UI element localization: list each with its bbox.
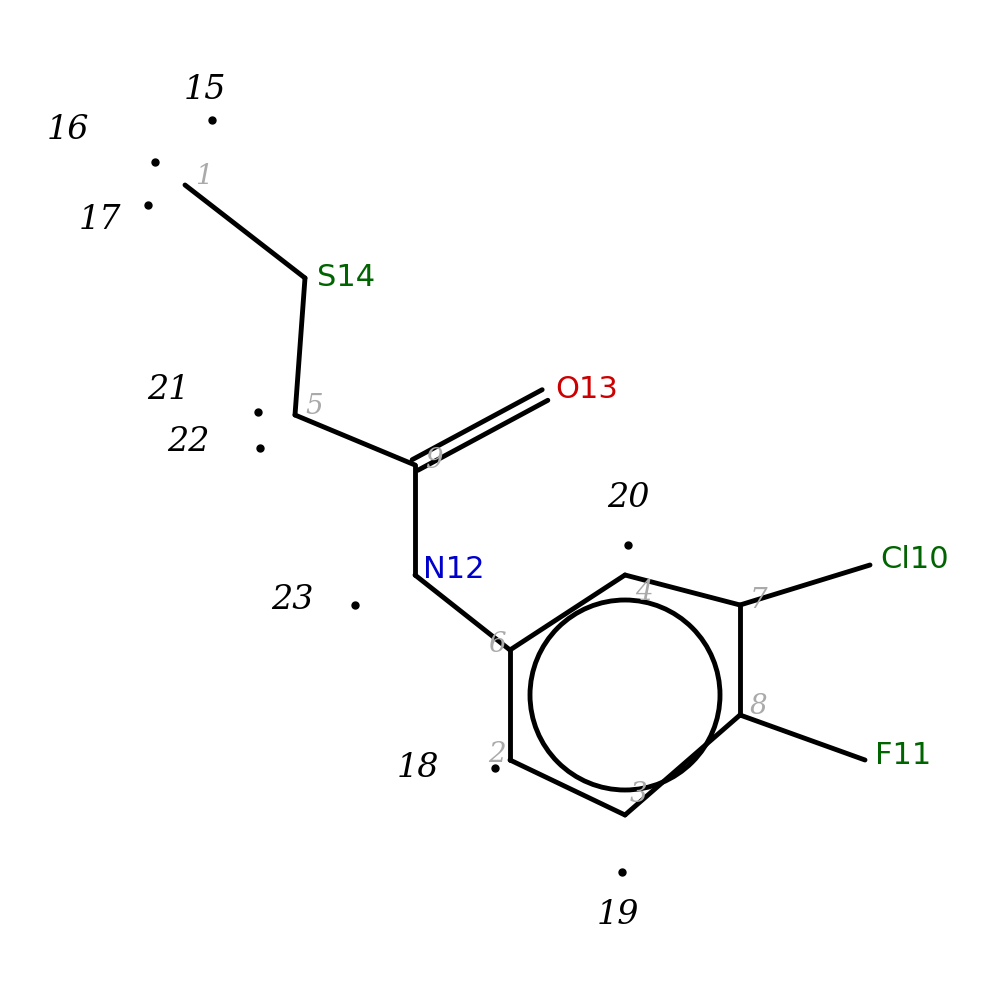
Text: 8: 8	[750, 694, 768, 720]
Text: 17: 17	[79, 204, 121, 236]
Text: 19: 19	[597, 899, 639, 931]
Text: 23: 23	[271, 584, 313, 616]
Text: 18: 18	[397, 752, 439, 784]
Text: 22: 22	[167, 426, 209, 458]
Text: O13: O13	[555, 375, 618, 404]
Text: 16: 16	[47, 114, 89, 146]
Text: 2: 2	[488, 742, 506, 768]
Text: 15: 15	[184, 74, 226, 106]
Text: 1: 1	[195, 163, 213, 190]
Text: S14: S14	[317, 263, 375, 292]
Text: 5: 5	[305, 393, 323, 420]
Text: 20: 20	[607, 482, 649, 514]
Text: 3: 3	[630, 782, 648, 808]
Text: N12: N12	[423, 556, 484, 584]
Text: 21: 21	[147, 374, 189, 406]
Text: Cl10: Cl10	[880, 546, 949, 574]
Text: 7: 7	[750, 586, 768, 613]
Text: F11: F11	[875, 740, 931, 770]
Text: 4: 4	[635, 580, 653, 606]
Text: 9: 9	[425, 446, 443, 474]
Text: 6: 6	[488, 632, 506, 658]
